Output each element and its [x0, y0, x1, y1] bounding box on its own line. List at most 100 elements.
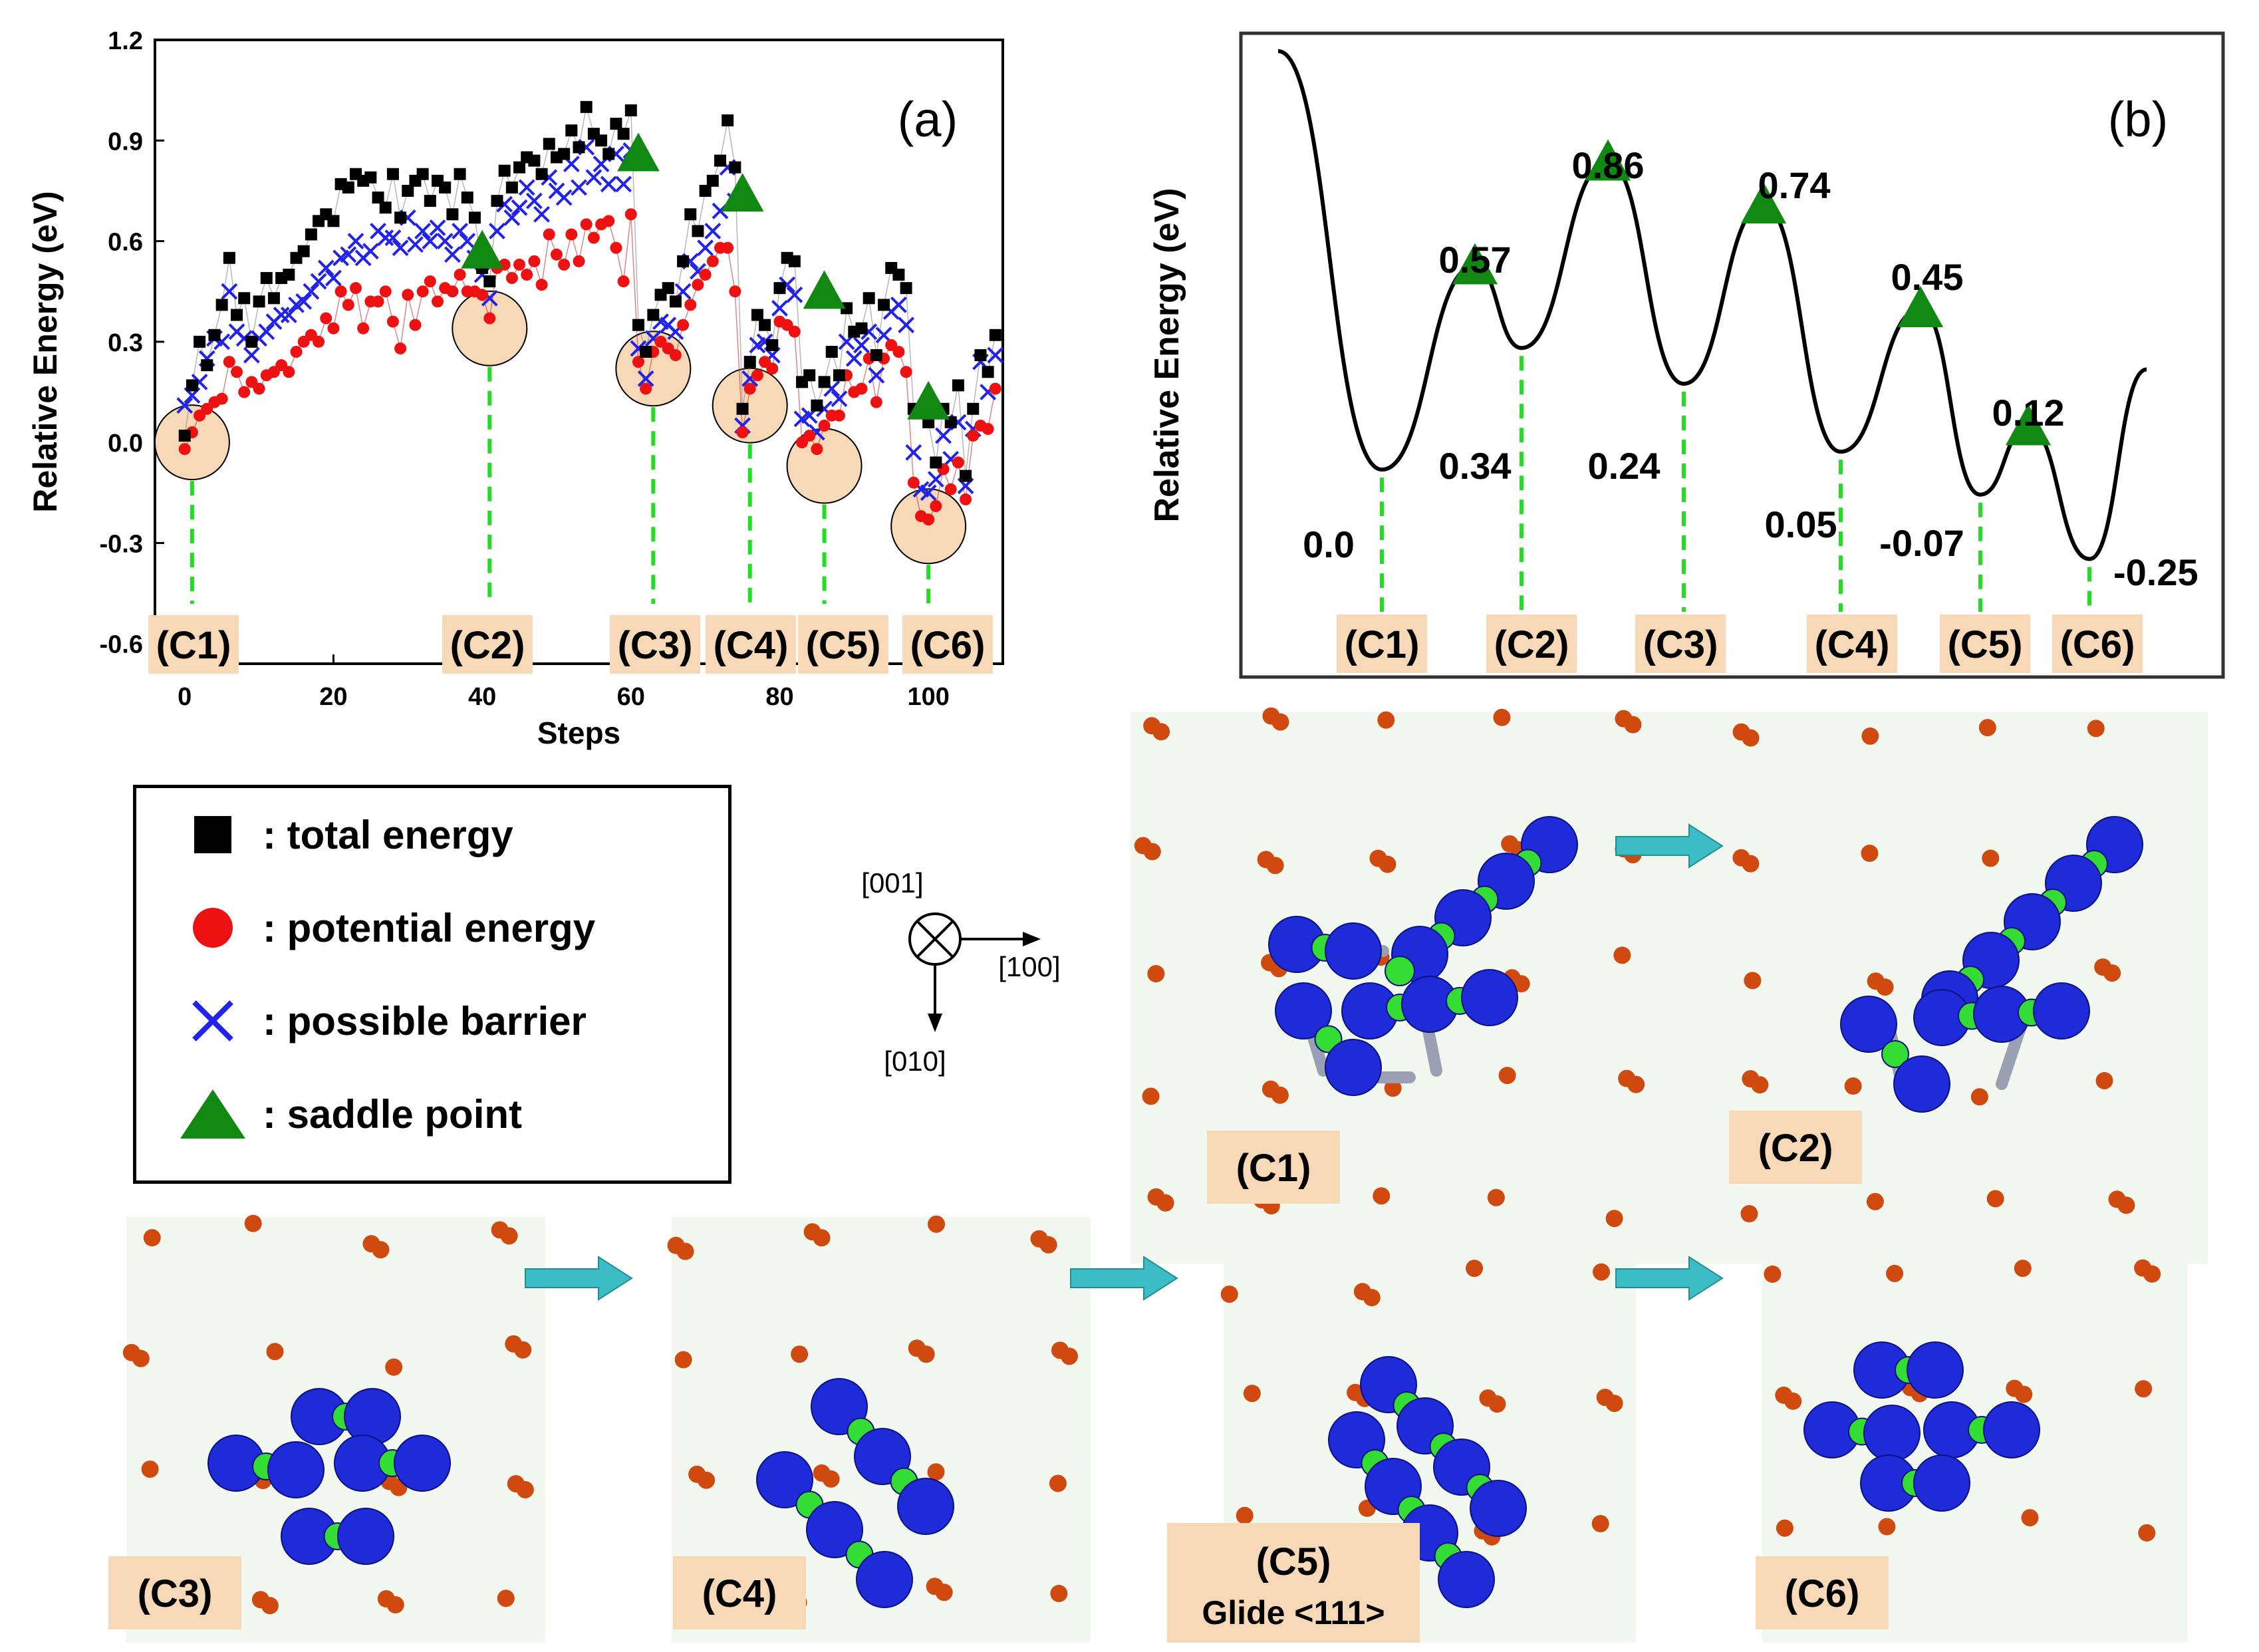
minimum-circle-2	[615, 331, 692, 407]
a-xlabel: Steps	[537, 716, 620, 750]
orange-atom	[1512, 975, 1530, 993]
a-potential-point	[907, 476, 920, 489]
a-potential-point	[505, 272, 518, 285]
orange-atom	[266, 1343, 284, 1361]
a-barrier-point	[243, 346, 260, 364]
a-barrier-point	[853, 337, 870, 354]
orange-atom	[2138, 1524, 2156, 1542]
orange-atom	[1784, 1392, 1802, 1410]
orange-atom	[2117, 1196, 2135, 1214]
a-total-point	[706, 174, 719, 187]
a-xtick-label: 40	[468, 683, 496, 711]
orange-atom	[927, 1463, 945, 1481]
b-config-label-5-bg	[2052, 615, 2143, 673]
orange-atom	[1592, 1263, 1610, 1281]
green-atom	[1881, 1040, 1909, 1068]
blue-atom	[267, 1441, 325, 1498]
orange-atom	[1266, 857, 1284, 875]
a-config-label-5: (C6)	[910, 624, 986, 667]
a-potential-point	[640, 382, 652, 395]
a-total-point	[736, 402, 749, 415]
orange-atom	[1624, 716, 1642, 734]
a-total-point	[260, 272, 273, 285]
a-potential-point	[476, 289, 489, 301]
a-config-label-3-bg	[706, 615, 796, 674]
b-saddle-point	[1740, 182, 1787, 224]
orange-atom	[1236, 1506, 1254, 1524]
orange-atom	[372, 1241, 390, 1259]
a-potential-point	[729, 285, 741, 298]
config-label-c2-bg	[1729, 1111, 1862, 1184]
a-total-point	[870, 349, 882, 362]
circle-marker-icon	[193, 908, 233, 948]
orange-atom	[1742, 729, 1760, 747]
orange-atom	[143, 1229, 161, 1247]
b-config-label-5: (C6)	[2060, 623, 2135, 666]
a-config-label-0-bg	[148, 615, 239, 674]
a-total-point	[372, 192, 384, 204]
orange-atom	[1039, 1236, 1057, 1254]
orange-atom	[1379, 855, 1396, 873]
a-potential-point	[922, 513, 935, 526]
a-barrier-point	[436, 233, 454, 249]
a-config-label-4-bg	[798, 615, 888, 674]
a-total-point	[201, 359, 213, 372]
orange-atom	[1377, 711, 1395, 729]
a-total-point	[974, 349, 987, 362]
b-ylabel: Relative Energy (eV)	[1148, 188, 1186, 523]
a-total-point	[878, 299, 890, 311]
orange-atom	[1142, 1087, 1160, 1105]
a-saddle-point	[907, 380, 950, 420]
orange-atom	[1740, 1205, 1758, 1223]
a-potential-point	[855, 382, 868, 395]
a-potential-point	[215, 392, 228, 405]
square-marker-icon	[194, 816, 231, 853]
blue-atom	[1983, 1401, 2040, 1458]
a-ytick-label: 0.0	[108, 430, 143, 458]
a-barrier-point	[571, 179, 587, 196]
orange-atom	[1742, 855, 1760, 873]
a-barrier-point	[525, 192, 543, 209]
a-total-point	[186, 379, 198, 392]
arrow-icon	[1070, 1256, 1178, 1301]
a-total-point	[811, 399, 823, 412]
orange-atom	[500, 1227, 518, 1245]
a-potential-point	[565, 228, 578, 241]
legend-box: : total energy : potential energy : poss…	[133, 785, 731, 1184]
a-total-point	[402, 184, 414, 197]
orange-atom	[1143, 843, 1161, 861]
c6-panel-lattice	[1764, 1259, 2161, 1542]
a-total-point	[238, 292, 251, 305]
a-potential-point	[833, 409, 845, 422]
a-potential-point	[483, 312, 496, 325]
a-total-point	[751, 309, 763, 321]
orange-atom	[2143, 1265, 2161, 1283]
a-total-point	[439, 181, 452, 194]
a-potential-point	[960, 493, 972, 505]
a-barrier-point	[452, 223, 468, 239]
a-potential-point	[327, 322, 340, 335]
a-barrier-point	[637, 370, 654, 387]
a-potential-point	[870, 396, 882, 408]
a-total-point	[386, 168, 399, 180]
a-total-point	[930, 456, 942, 469]
a-potential-point	[632, 356, 644, 368]
a-total-point	[729, 161, 741, 174]
legend-label-total-energy: : total energy	[263, 812, 513, 857]
orange-atom	[1886, 1264, 1904, 1282]
a-ylabel: Relative Energy (eV)	[27, 191, 64, 513]
a-total-point	[989, 329, 1001, 341]
b-saddle-value-4: 0.12	[1992, 392, 2065, 434]
a-potential-point	[454, 269, 466, 281]
a-ytick-label: -0.6	[100, 631, 143, 659]
blue-atom	[1461, 969, 1518, 1026]
a-barrier-point	[704, 223, 722, 239]
a-total-point	[722, 114, 734, 127]
a-barrier-point	[905, 444, 922, 461]
a-barrier-point	[890, 296, 907, 313]
a-total-point	[617, 128, 630, 140]
a-ytick-label: 1.2	[108, 27, 143, 55]
a-potential-point	[811, 443, 823, 456]
triangle-marker-icon	[180, 1089, 245, 1139]
c5-panel-lattice	[1220, 1260, 1623, 1546]
